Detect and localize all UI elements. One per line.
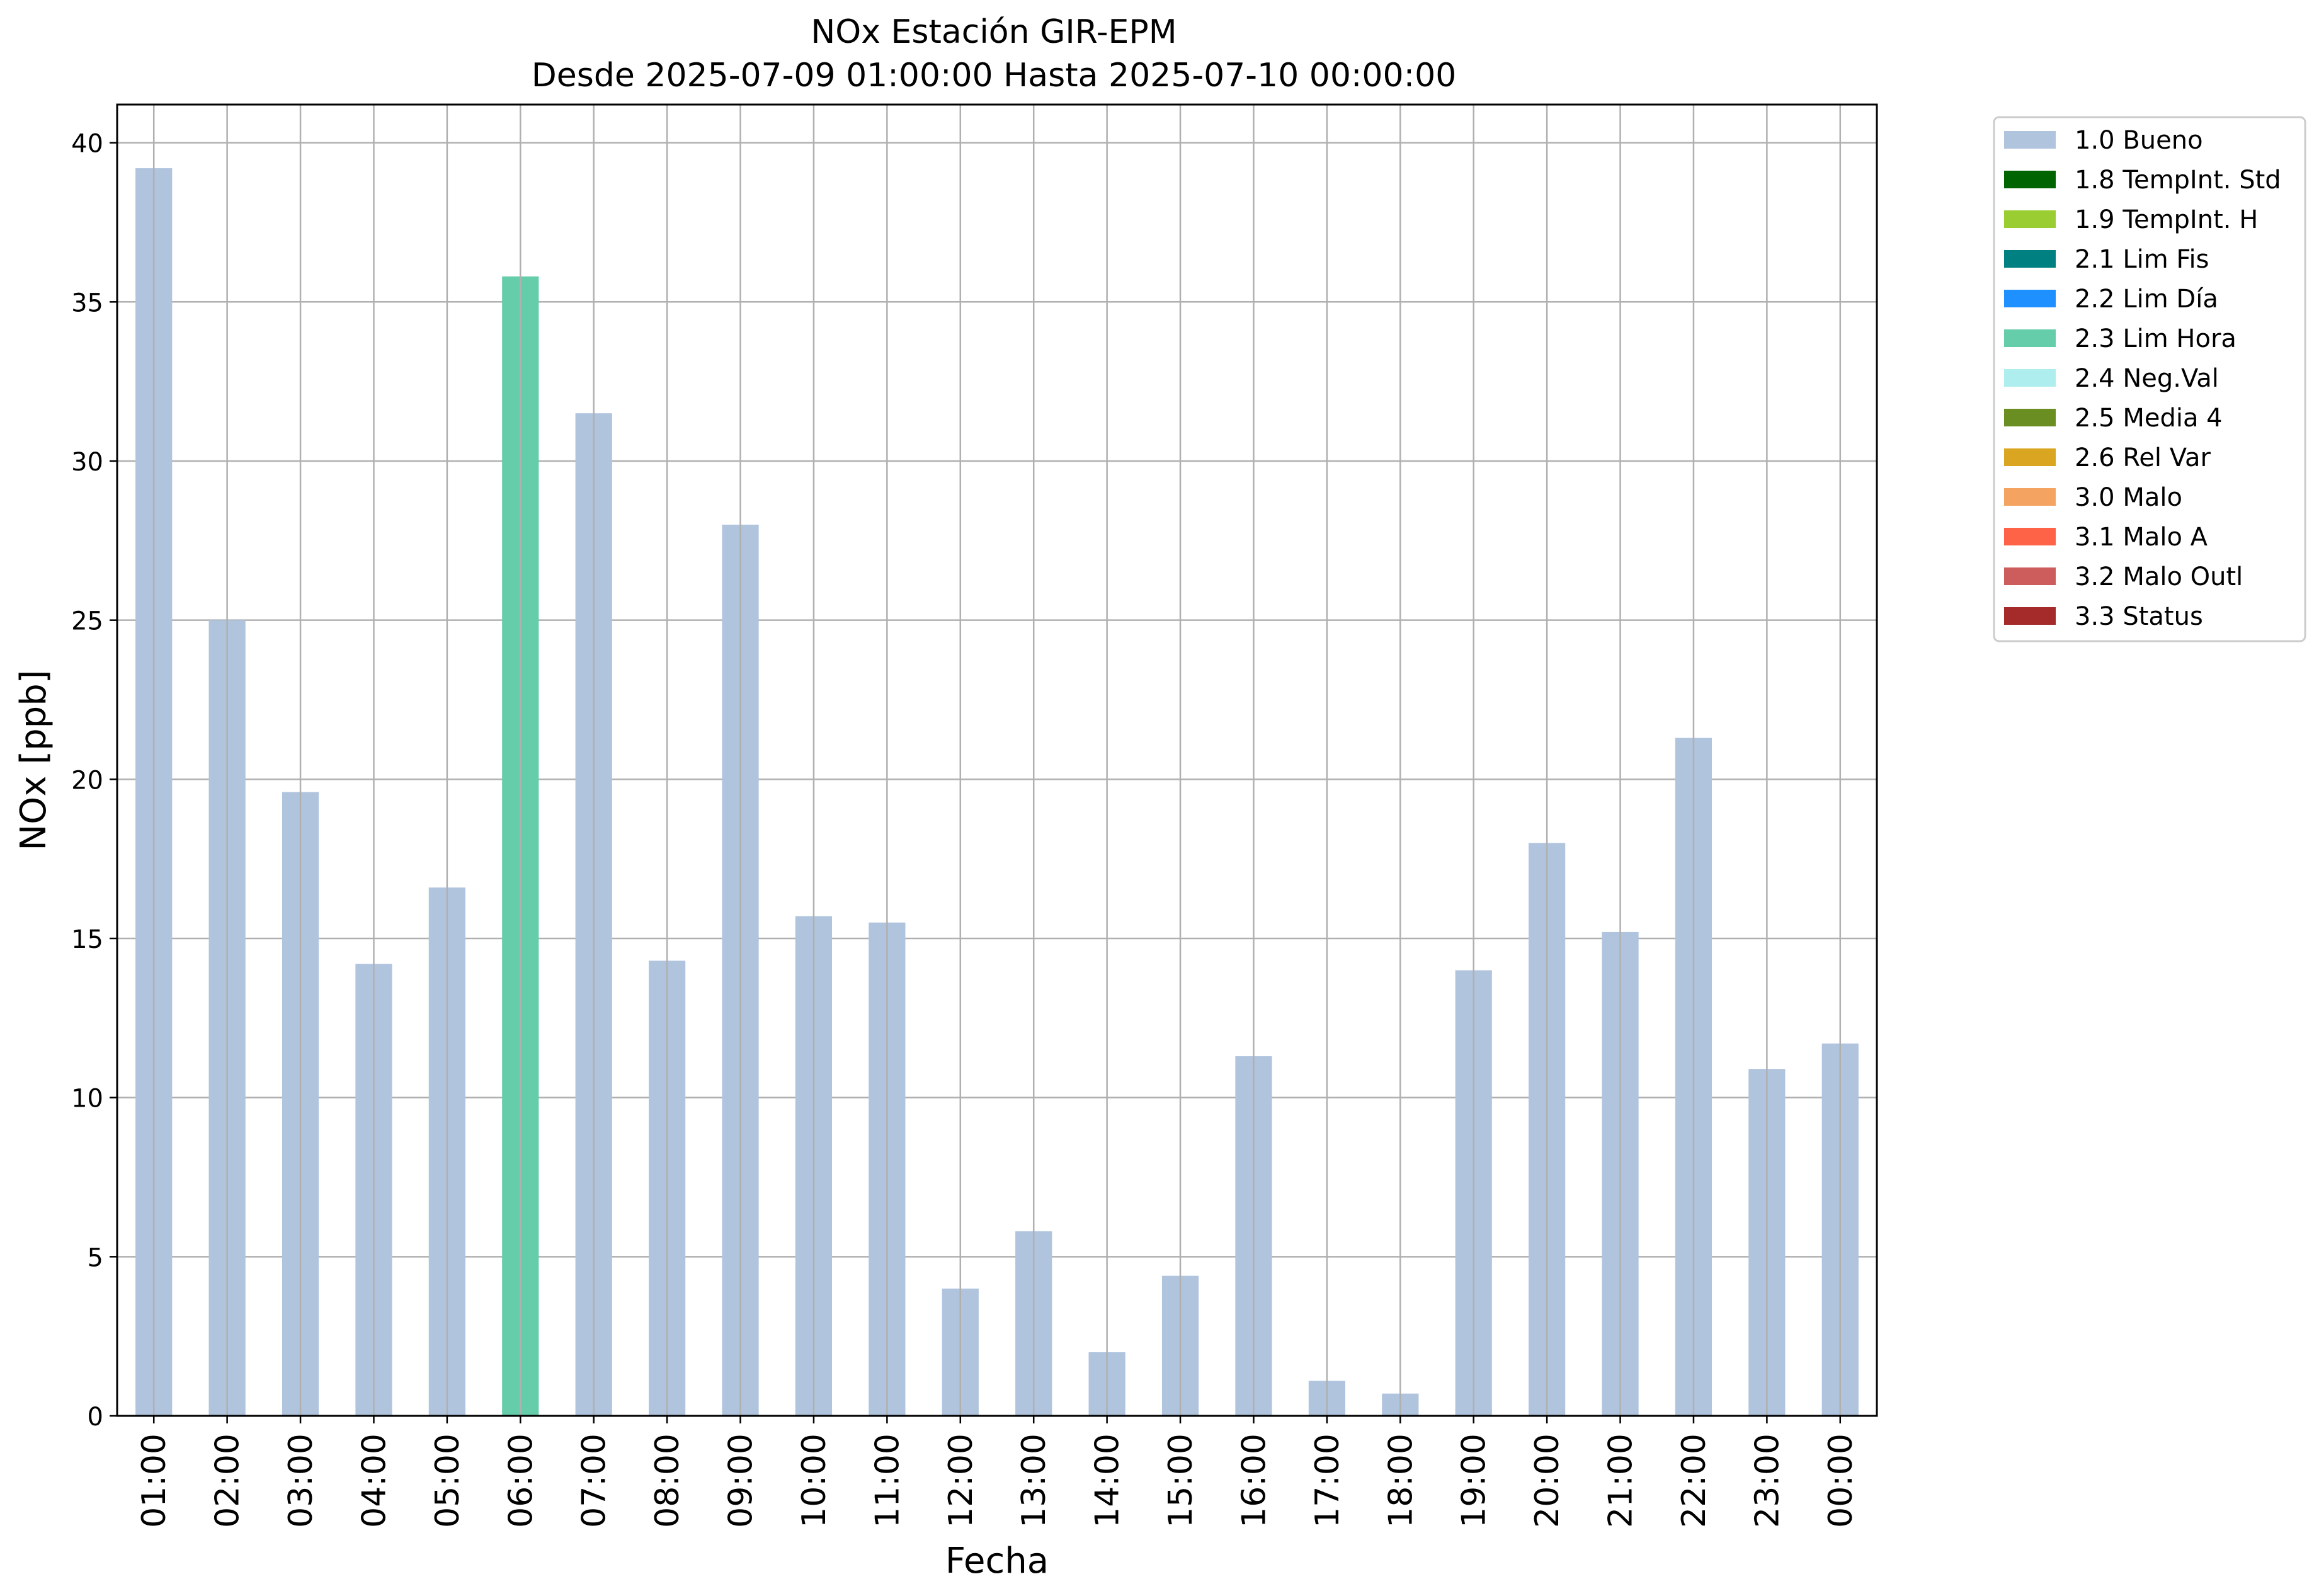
legend: 1.0 Bueno 1.8 TempInt. Std 1.9 TempInt. H 2… [1993, 116, 2306, 642]
grid-lines [117, 142, 1877, 1417]
legend-swatch [2004, 329, 2056, 347]
x-tick-label: 19:00 [1456, 1434, 1493, 1528]
x-tick-label: 22:00 [1675, 1434, 1713, 1528]
y-tick-label: 35 [71, 288, 103, 317]
x-tick-label: 16:00 [1235, 1434, 1273, 1528]
legend-swatch [2004, 607, 2056, 625]
bars [135, 105, 1859, 1416]
legend-label: 2.5 Media 4 [2075, 404, 2223, 433]
legend-label: 2.3 Lim Hora [2075, 324, 2236, 353]
legend-swatch [2004, 409, 2056, 426]
x-tick-label: 05:00 [429, 1434, 467, 1528]
legend-label: 3.1 Malo A [2075, 523, 2208, 552]
plot-frame [116, 103, 1878, 1417]
legend-label: 1.9 TempInt. H [2075, 205, 2258, 234]
x-tick-label: 17:00 [1309, 1434, 1347, 1528]
legend-swatch [2004, 528, 2056, 545]
y-tick-label: 0 [88, 1403, 103, 1432]
x-tick-label: 20:00 [1529, 1434, 1566, 1528]
x-tick-label: 23:00 [1748, 1434, 1786, 1528]
x-tick-label: 21:00 [1602, 1434, 1640, 1528]
legend-label: 2.1 Lim Fis [2075, 245, 2209, 274]
legend-label: 2.2 Lim Día [2075, 285, 2218, 314]
legend-swatch [2004, 131, 2056, 149]
x-tick-label: 01:00 [135, 1434, 173, 1528]
x-axis: 01:00 02:00 03:00 04:00 05:00 06:00 07:00 08:00… [135, 1416, 1860, 1528]
y-tick-label: 5 [88, 1243, 103, 1272]
y-tick-label: 10 [71, 1085, 103, 1114]
legend-swatch [2004, 210, 2056, 228]
legend-label: 2.4 Neg.Val [2075, 364, 2219, 393]
x-tick-label: 15:00 [1162, 1434, 1200, 1528]
x-tick-label: 11:00 [869, 1434, 906, 1528]
legend-swatch [2004, 171, 2056, 188]
legend-swatch [2004, 369, 2056, 387]
chart-subtitle: Desde 2025-07-09 01:00:00 Hasta 2025-07-… [532, 57, 1457, 94]
legend-swatch [2004, 448, 2056, 466]
y-tick-label: 20 [71, 766, 103, 795]
legend-label: 2.6 Rel Var [2075, 443, 2211, 472]
y-tick-label: 40 [71, 130, 103, 159]
y-axis-label: NOx [ppb] [13, 670, 54, 850]
legend-label: 3.3 Status [2075, 602, 2203, 631]
legend-swatch [2004, 488, 2056, 506]
legend-label: 1.0 Bueno [2075, 126, 2203, 155]
chart-title: NOx Estación GIR-EPM [811, 13, 1177, 51]
x-tick-label: 10:00 [795, 1434, 833, 1528]
legend-label: 3.0 Malo [2075, 483, 2182, 512]
x-tick-label: 02:00 [209, 1434, 247, 1528]
legend-swatch [2004, 290, 2056, 307]
x-tick-label: 06:00 [502, 1434, 540, 1528]
legend-label: 3.2 Malo Outl [2075, 562, 2243, 591]
x-tick-label: 04:00 [355, 1434, 393, 1528]
y-tick-label: 25 [71, 607, 103, 636]
x-tick-label: 12:00 [942, 1434, 980, 1528]
y-tick-label: 30 [71, 448, 103, 477]
y-tick-label: 15 [71, 925, 103, 954]
x-tick-label: 07:00 [576, 1434, 613, 1528]
x-tick-label: 18:00 [1382, 1434, 1420, 1528]
legend-swatch [2004, 567, 2056, 585]
x-tick-label: 03:00 [282, 1434, 320, 1528]
legend-frame [1993, 116, 2306, 642]
legend-swatch [2004, 250, 2056, 268]
y-axis: 0 5 10 15 20 25 30 35 40 [71, 130, 117, 1432]
x-axis-label: Fecha [945, 1541, 1049, 1582]
x-tick-label: 09:00 [722, 1434, 760, 1528]
x-tick-label: 14:00 [1089, 1434, 1127, 1528]
legend-label: 1.8 TempInt. Std [2075, 166, 2281, 195]
x-tick-label: 00:00 [1822, 1434, 1860, 1528]
x-tick-label: 13:00 [1015, 1434, 1053, 1528]
x-tick-label: 08:00 [649, 1434, 687, 1528]
